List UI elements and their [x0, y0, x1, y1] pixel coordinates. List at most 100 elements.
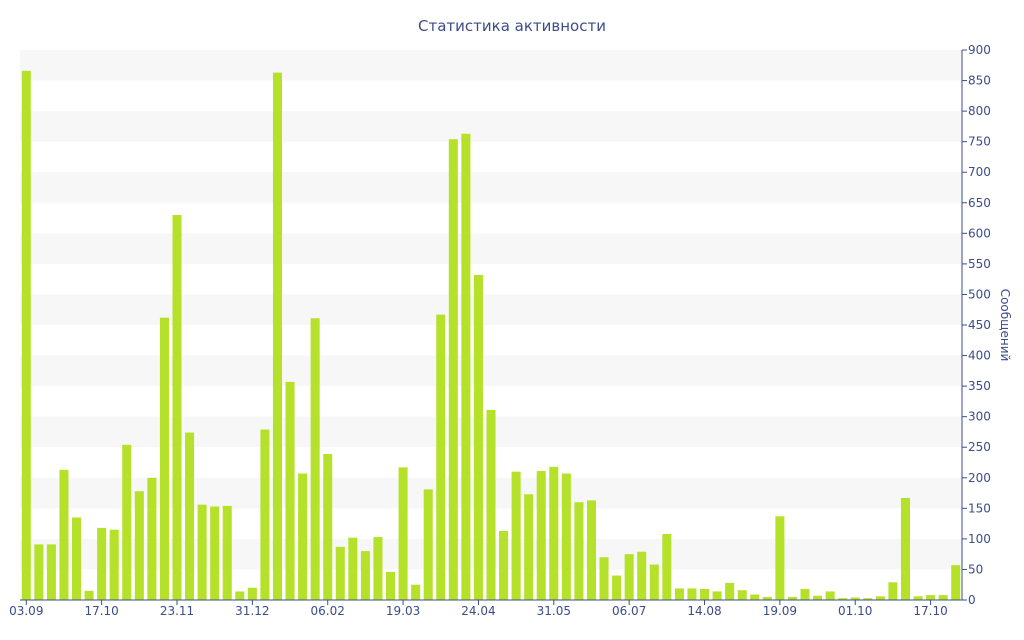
x-tick-label: 24.04 — [461, 604, 495, 618]
y-tick-label: 850 — [968, 74, 991, 88]
bar — [900, 497, 910, 600]
y-tick-label: 200 — [968, 471, 991, 485]
bar — [813, 595, 823, 600]
bar — [700, 589, 710, 600]
bar — [612, 575, 622, 600]
bar — [775, 516, 785, 600]
x-tick-label: 31.05 — [537, 604, 571, 618]
bar — [524, 494, 534, 600]
bar — [649, 564, 659, 600]
bar — [222, 505, 232, 600]
bar — [712, 591, 722, 600]
bar — [473, 274, 483, 600]
y-tick-label: 750 — [968, 135, 991, 149]
bar — [84, 590, 94, 600]
bar — [147, 477, 157, 600]
bar — [574, 502, 584, 600]
bar — [787, 596, 797, 600]
y-tick-label: 250 — [968, 440, 991, 454]
x-tick-label: 17.10 — [913, 604, 947, 618]
bar — [348, 537, 358, 600]
bar — [323, 453, 333, 600]
bar — [197, 504, 207, 600]
grid-band — [20, 50, 962, 81]
bar — [436, 314, 446, 600]
bar — [511, 471, 521, 600]
bar — [486, 409, 496, 600]
bar — [423, 489, 433, 600]
bar — [687, 588, 697, 600]
bar — [448, 139, 458, 600]
bar — [561, 473, 571, 600]
bar — [938, 595, 948, 600]
bar — [210, 506, 220, 600]
y-axis: 0 50 100 150 200 250 300 350 400 450 500 550 600 650 7… — [961, 43, 991, 607]
y-tick-label: 450 — [968, 318, 991, 332]
bar — [34, 544, 44, 600]
y-axis-label: Сообщений — [998, 289, 1012, 362]
x-tick-label: 03.09 — [9, 604, 43, 618]
bar — [109, 529, 119, 600]
bar — [850, 597, 860, 600]
bar — [134, 491, 144, 600]
bar — [247, 587, 257, 600]
grid-band — [20, 172, 962, 203]
bar — [838, 598, 848, 600]
x-tick-label: 01.10 — [838, 604, 872, 618]
y-tick-label: 350 — [968, 379, 991, 393]
bar — [411, 584, 421, 600]
y-tick-label: 400 — [968, 349, 991, 363]
x-tick-label: 06.07 — [612, 604, 646, 618]
grid-band — [20, 111, 962, 142]
y-tick-label: 600 — [968, 226, 991, 240]
bar — [674, 588, 684, 600]
bar — [298, 473, 308, 600]
y-tick-label: 900 — [968, 43, 991, 57]
y-tick-label: 100 — [968, 532, 991, 546]
bar-series — [21, 70, 961, 601]
y-tick-label: 800 — [968, 104, 991, 118]
bar — [285, 381, 295, 600]
bar — [913, 596, 923, 600]
bar — [888, 582, 898, 600]
bar — [373, 537, 383, 600]
bar — [499, 530, 509, 600]
x-tick-label: 19.03 — [386, 604, 420, 618]
bar — [185, 432, 195, 600]
bar — [549, 466, 559, 600]
bar — [762, 596, 772, 600]
bar — [335, 546, 345, 600]
bar — [272, 72, 282, 601]
x-axis: 03.09 17.10 23.11 31.12 06.02 19.03 24.04 31.05… — [9, 599, 962, 618]
bar — [21, 70, 31, 600]
y-tick-label: 550 — [968, 257, 991, 271]
bar — [172, 215, 182, 600]
bar — [122, 444, 132, 600]
bar — [863, 598, 873, 600]
bar — [750, 594, 760, 600]
bar — [46, 544, 56, 600]
y-tick-label: 0 — [968, 593, 976, 607]
bar — [72, 517, 82, 600]
bar — [825, 591, 835, 600]
y-tick-label: 700 — [968, 165, 991, 179]
bar — [536, 471, 546, 600]
bar — [624, 554, 634, 600]
bar — [398, 467, 408, 600]
x-tick-label: 19.09 — [763, 604, 797, 618]
bar — [951, 565, 961, 600]
bar — [235, 591, 245, 600]
bar — [159, 317, 169, 600]
bar — [926, 595, 936, 600]
x-tick-label: 06.02 — [311, 604, 345, 618]
bar — [725, 582, 735, 600]
bar — [310, 318, 320, 600]
x-tick-label: 17.10 — [84, 604, 118, 618]
x-tick-label: 31.12 — [235, 604, 269, 618]
y-tick-label: 50 — [968, 562, 983, 576]
bar — [737, 590, 747, 600]
y-tick-label: 650 — [968, 196, 991, 210]
bar — [662, 534, 672, 600]
